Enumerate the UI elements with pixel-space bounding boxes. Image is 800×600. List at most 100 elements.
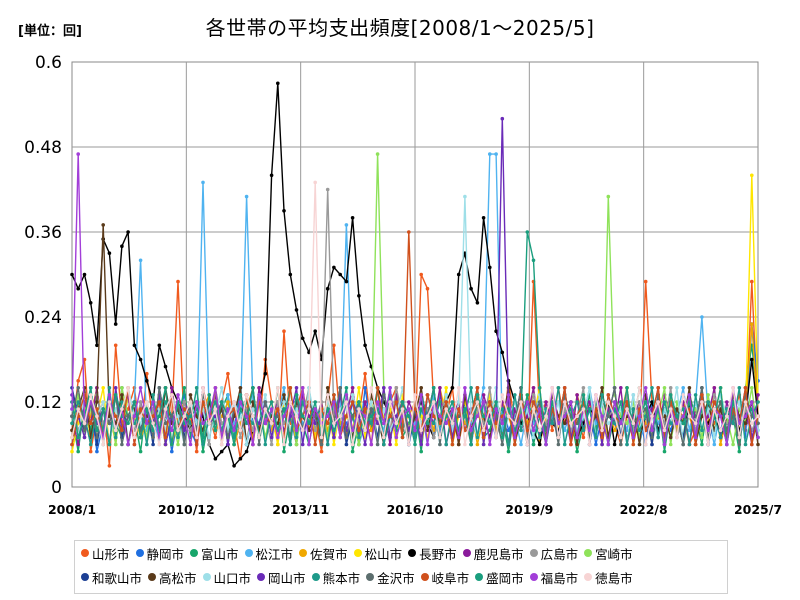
data-point: [282, 421, 286, 426]
data-point: [494, 152, 498, 156]
data-point: [400, 435, 405, 440]
data-point: [307, 407, 311, 411]
data-point: [506, 393, 511, 397]
legend-item: 広島市: [524, 541, 578, 565]
data-point: [76, 435, 80, 440]
data-point: [556, 386, 561, 390]
data-point: [107, 251, 112, 255]
data-point: [500, 393, 505, 397]
data-point: [619, 386, 623, 390]
data-point: [706, 428, 710, 433]
data-point: [743, 386, 748, 390]
data-point: [194, 435, 199, 440]
data-point: [575, 449, 579, 454]
data-point: [350, 449, 355, 454]
data-point: [550, 386, 554, 390]
data-point: [737, 449, 742, 454]
data-point: [712, 386, 717, 390]
data-point: [594, 442, 598, 447]
data-point: [244, 414, 249, 419]
legend-marker: [311, 573, 320, 581]
data-point: [488, 442, 492, 447]
data-point: [163, 364, 168, 369]
data-point: [388, 435, 392, 440]
data-point: [463, 442, 467, 447]
data-point: [456, 272, 461, 277]
data-point: [325, 407, 330, 411]
data-point: [631, 442, 636, 447]
data-point: [407, 400, 411, 404]
data-point: [712, 393, 717, 397]
data-point: [288, 272, 293, 277]
data-point: [313, 428, 318, 433]
data-point: [95, 414, 99, 419]
data-point: [619, 421, 623, 426]
data-point: [76, 449, 80, 454]
data-point: [132, 442, 137, 447]
data-point: [481, 442, 486, 447]
data-point: [307, 442, 311, 447]
data-point: [718, 386, 723, 390]
data-point: [325, 386, 330, 390]
data-point: [388, 400, 392, 404]
legend-label: 鹿児島市: [473, 546, 524, 562]
data-point: [388, 386, 392, 390]
data-point: [350, 428, 355, 433]
data-point: [107, 421, 112, 426]
data-point: [500, 350, 505, 355]
data-point: [687, 393, 692, 397]
data-point: [107, 442, 112, 447]
data-point: [244, 393, 249, 397]
x-tick-label: 2019/9: [505, 502, 553, 517]
x-tick-label: 2013/11: [272, 502, 329, 517]
data-point: [350, 400, 355, 404]
data-point: [556, 442, 561, 447]
legend-marker: [462, 549, 471, 557]
data-point: [488, 407, 492, 411]
data-point: [569, 442, 573, 447]
data-point: [382, 435, 386, 440]
legend-label: 和歌山市: [92, 570, 143, 586]
data-point: [282, 400, 286, 404]
data-point: [587, 400, 592, 404]
data-point: [438, 435, 442, 440]
series-layer: [70, 81, 760, 468]
legend-item: 松江市: [239, 541, 293, 565]
data-point: [712, 435, 717, 440]
data-point: [151, 400, 155, 404]
data-point: [631, 407, 636, 411]
data-point: [419, 449, 424, 454]
data-point: [325, 187, 330, 192]
data-point: [625, 386, 629, 390]
legend-label: 熊本市: [322, 570, 361, 586]
data-point: [706, 393, 710, 397]
data-point: [300, 336, 305, 341]
legend-marker: [299, 549, 308, 557]
data-point: [207, 442, 211, 447]
data-point: [419, 393, 424, 397]
data-point: [382, 407, 386, 411]
data-point: [612, 421, 617, 426]
data-point: [606, 400, 611, 404]
data-point: [294, 414, 299, 419]
legend: 山形市 静岡市 富山市 松江市 佐賀市 松山市 長野市 鹿児島市 広島市 宮崎市 和歌山市 高松市 山口…: [74, 540, 728, 594]
data-point: [88, 449, 93, 454]
data-point: [394, 414, 399, 419]
data-point: [506, 449, 511, 454]
data-point: [232, 464, 236, 468]
data-point: [95, 407, 99, 411]
data-point: [325, 286, 330, 291]
data-point: [531, 386, 536, 390]
data-point: [656, 435, 660, 440]
data-point: [163, 421, 168, 426]
data-point: [400, 407, 405, 411]
data-point: [145, 407, 149, 411]
data-point: [637, 414, 642, 419]
data-point: [681, 407, 685, 411]
legend-label: 佐賀市: [310, 546, 348, 562]
data-point: [357, 442, 361, 447]
data-point: [350, 414, 355, 419]
data-point: [600, 442, 604, 447]
legend-marker: [244, 549, 253, 557]
data-point: [425, 428, 430, 433]
